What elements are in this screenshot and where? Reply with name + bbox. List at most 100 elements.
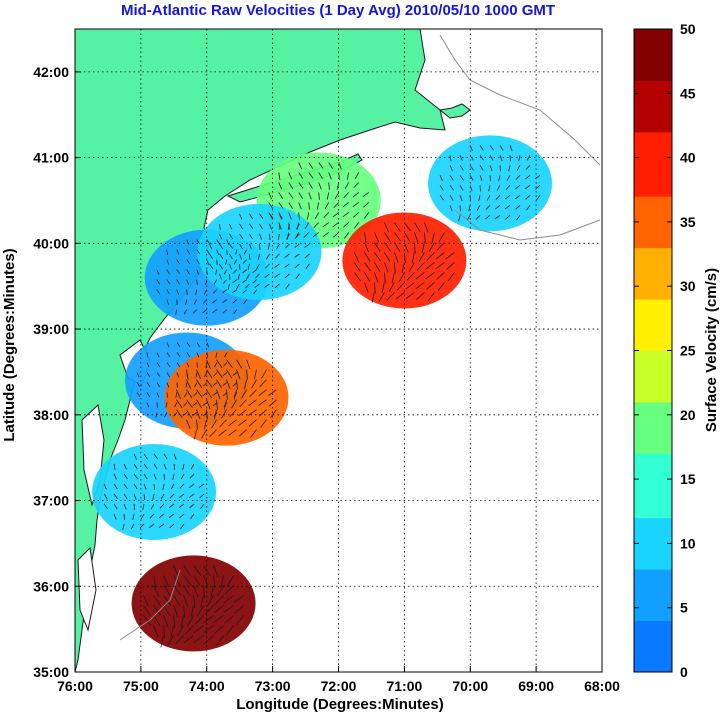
colorbar-band bbox=[634, 247, 672, 261]
current-vector bbox=[336, 182, 340, 190]
current-vector bbox=[209, 263, 214, 269]
current-vector bbox=[525, 165, 531, 170]
current-vector bbox=[253, 289, 258, 295]
current-vector bbox=[160, 493, 165, 500]
current-vector bbox=[298, 202, 302, 210]
current-vector bbox=[395, 292, 405, 300]
current-vector bbox=[166, 259, 170, 265]
current-vector bbox=[226, 389, 228, 400]
current-vector bbox=[176, 279, 180, 285]
current-vector bbox=[288, 192, 294, 199]
current-vector bbox=[274, 273, 280, 278]
current-vector bbox=[186, 369, 189, 380]
current-vector bbox=[284, 253, 290, 258]
current-vector bbox=[179, 513, 185, 519]
current-vector bbox=[414, 222, 421, 232]
colorbar-band bbox=[634, 594, 672, 609]
current-vector bbox=[243, 379, 247, 390]
current-vector bbox=[378, 292, 385, 302]
current-vector bbox=[257, 253, 260, 260]
current-vector bbox=[253, 369, 257, 380]
current-vector bbox=[504, 204, 511, 210]
current-vector bbox=[233, 389, 237, 400]
colorbar-band bbox=[634, 144, 672, 159]
current-vector bbox=[268, 389, 277, 396]
current-vector bbox=[352, 192, 359, 198]
y-tick-label: 41:00 bbox=[33, 150, 69, 166]
current-vector bbox=[381, 282, 385, 293]
current-vector bbox=[196, 269, 200, 275]
current-vector bbox=[143, 463, 148, 470]
current-vector bbox=[174, 635, 184, 645]
current-vector bbox=[123, 493, 128, 500]
current-vector bbox=[227, 575, 234, 587]
current-vector bbox=[423, 232, 426, 244]
current-vector bbox=[447, 272, 455, 282]
current-vector bbox=[136, 372, 140, 378]
x-axis-label: Longitude (Degrees:Minutes) bbox=[236, 696, 444, 713]
colorbar-tick-label: 10 bbox=[680, 535, 696, 551]
current-vector bbox=[219, 243, 224, 250]
colorbar-band bbox=[634, 581, 672, 596]
current-vector bbox=[449, 175, 454, 181]
current-vector bbox=[384, 222, 390, 233]
current-vector bbox=[328, 182, 330, 190]
current-vector bbox=[195, 372, 198, 378]
current-vector bbox=[486, 195, 491, 201]
current-vector bbox=[153, 463, 158, 470]
current-vector bbox=[143, 615, 152, 626]
current-vector bbox=[449, 195, 454, 201]
current-vector bbox=[235, 615, 244, 626]
current-vector bbox=[277, 233, 280, 240]
current-vector bbox=[398, 272, 405, 282]
current-vector bbox=[394, 242, 401, 252]
current-vector bbox=[219, 253, 224, 259]
current-vector bbox=[242, 289, 248, 294]
current-vector bbox=[245, 283, 250, 289]
current-vector bbox=[267, 243, 270, 250]
current-vector bbox=[288, 212, 292, 220]
current-vector bbox=[298, 172, 304, 179]
velocity-region: Nantucket Shoals bbox=[428, 135, 553, 232]
current-vector bbox=[220, 575, 224, 588]
current-vector bbox=[233, 309, 238, 315]
current-vector bbox=[223, 595, 234, 604]
current-vector bbox=[354, 272, 361, 282]
current-vector bbox=[193, 392, 198, 397]
current-vector bbox=[284, 273, 290, 279]
current-vector bbox=[202, 392, 208, 396]
current-vector bbox=[206, 359, 211, 369]
current-vector bbox=[153, 585, 159, 597]
current-vector bbox=[386, 292, 395, 301]
current-vector bbox=[176, 342, 181, 348]
current-vector bbox=[404, 232, 411, 242]
current-vector bbox=[159, 513, 165, 518]
current-vector bbox=[352, 212, 360, 218]
current-vector bbox=[275, 253, 280, 259]
current-vector bbox=[195, 289, 198, 295]
colorbar-band bbox=[634, 311, 672, 326]
current-vector bbox=[459, 185, 464, 191]
current-vector bbox=[103, 493, 108, 500]
x-tick-labels: 76:00 75:00 74:00 73:00 72:00 71:00 70:00 69:00… bbox=[57, 678, 620, 694]
current-vector bbox=[136, 392, 141, 397]
current-vector bbox=[156, 392, 160, 398]
current-vector bbox=[186, 259, 191, 265]
x-tick-label: 68:00 bbox=[584, 678, 620, 694]
current-vector bbox=[176, 372, 180, 378]
current-vector bbox=[459, 175, 464, 181]
colorbar-band bbox=[634, 504, 672, 519]
current-vector bbox=[425, 272, 435, 280]
current-vectors bbox=[103, 145, 541, 648]
current-vector bbox=[222, 382, 228, 386]
current-vector bbox=[279, 213, 282, 220]
current-vector bbox=[183, 635, 194, 644]
current-vector bbox=[439, 175, 443, 181]
current-vector bbox=[222, 372, 228, 376]
current-vector bbox=[213, 605, 224, 614]
colorbar-band bbox=[634, 466, 672, 480]
colorbar-band bbox=[634, 401, 672, 416]
current-vector bbox=[183, 575, 192, 586]
y-tick-label: 35:00 bbox=[33, 664, 69, 680]
velocity-field: Long Island ShelfNew Jersey CoastHudson … bbox=[92, 135, 553, 652]
